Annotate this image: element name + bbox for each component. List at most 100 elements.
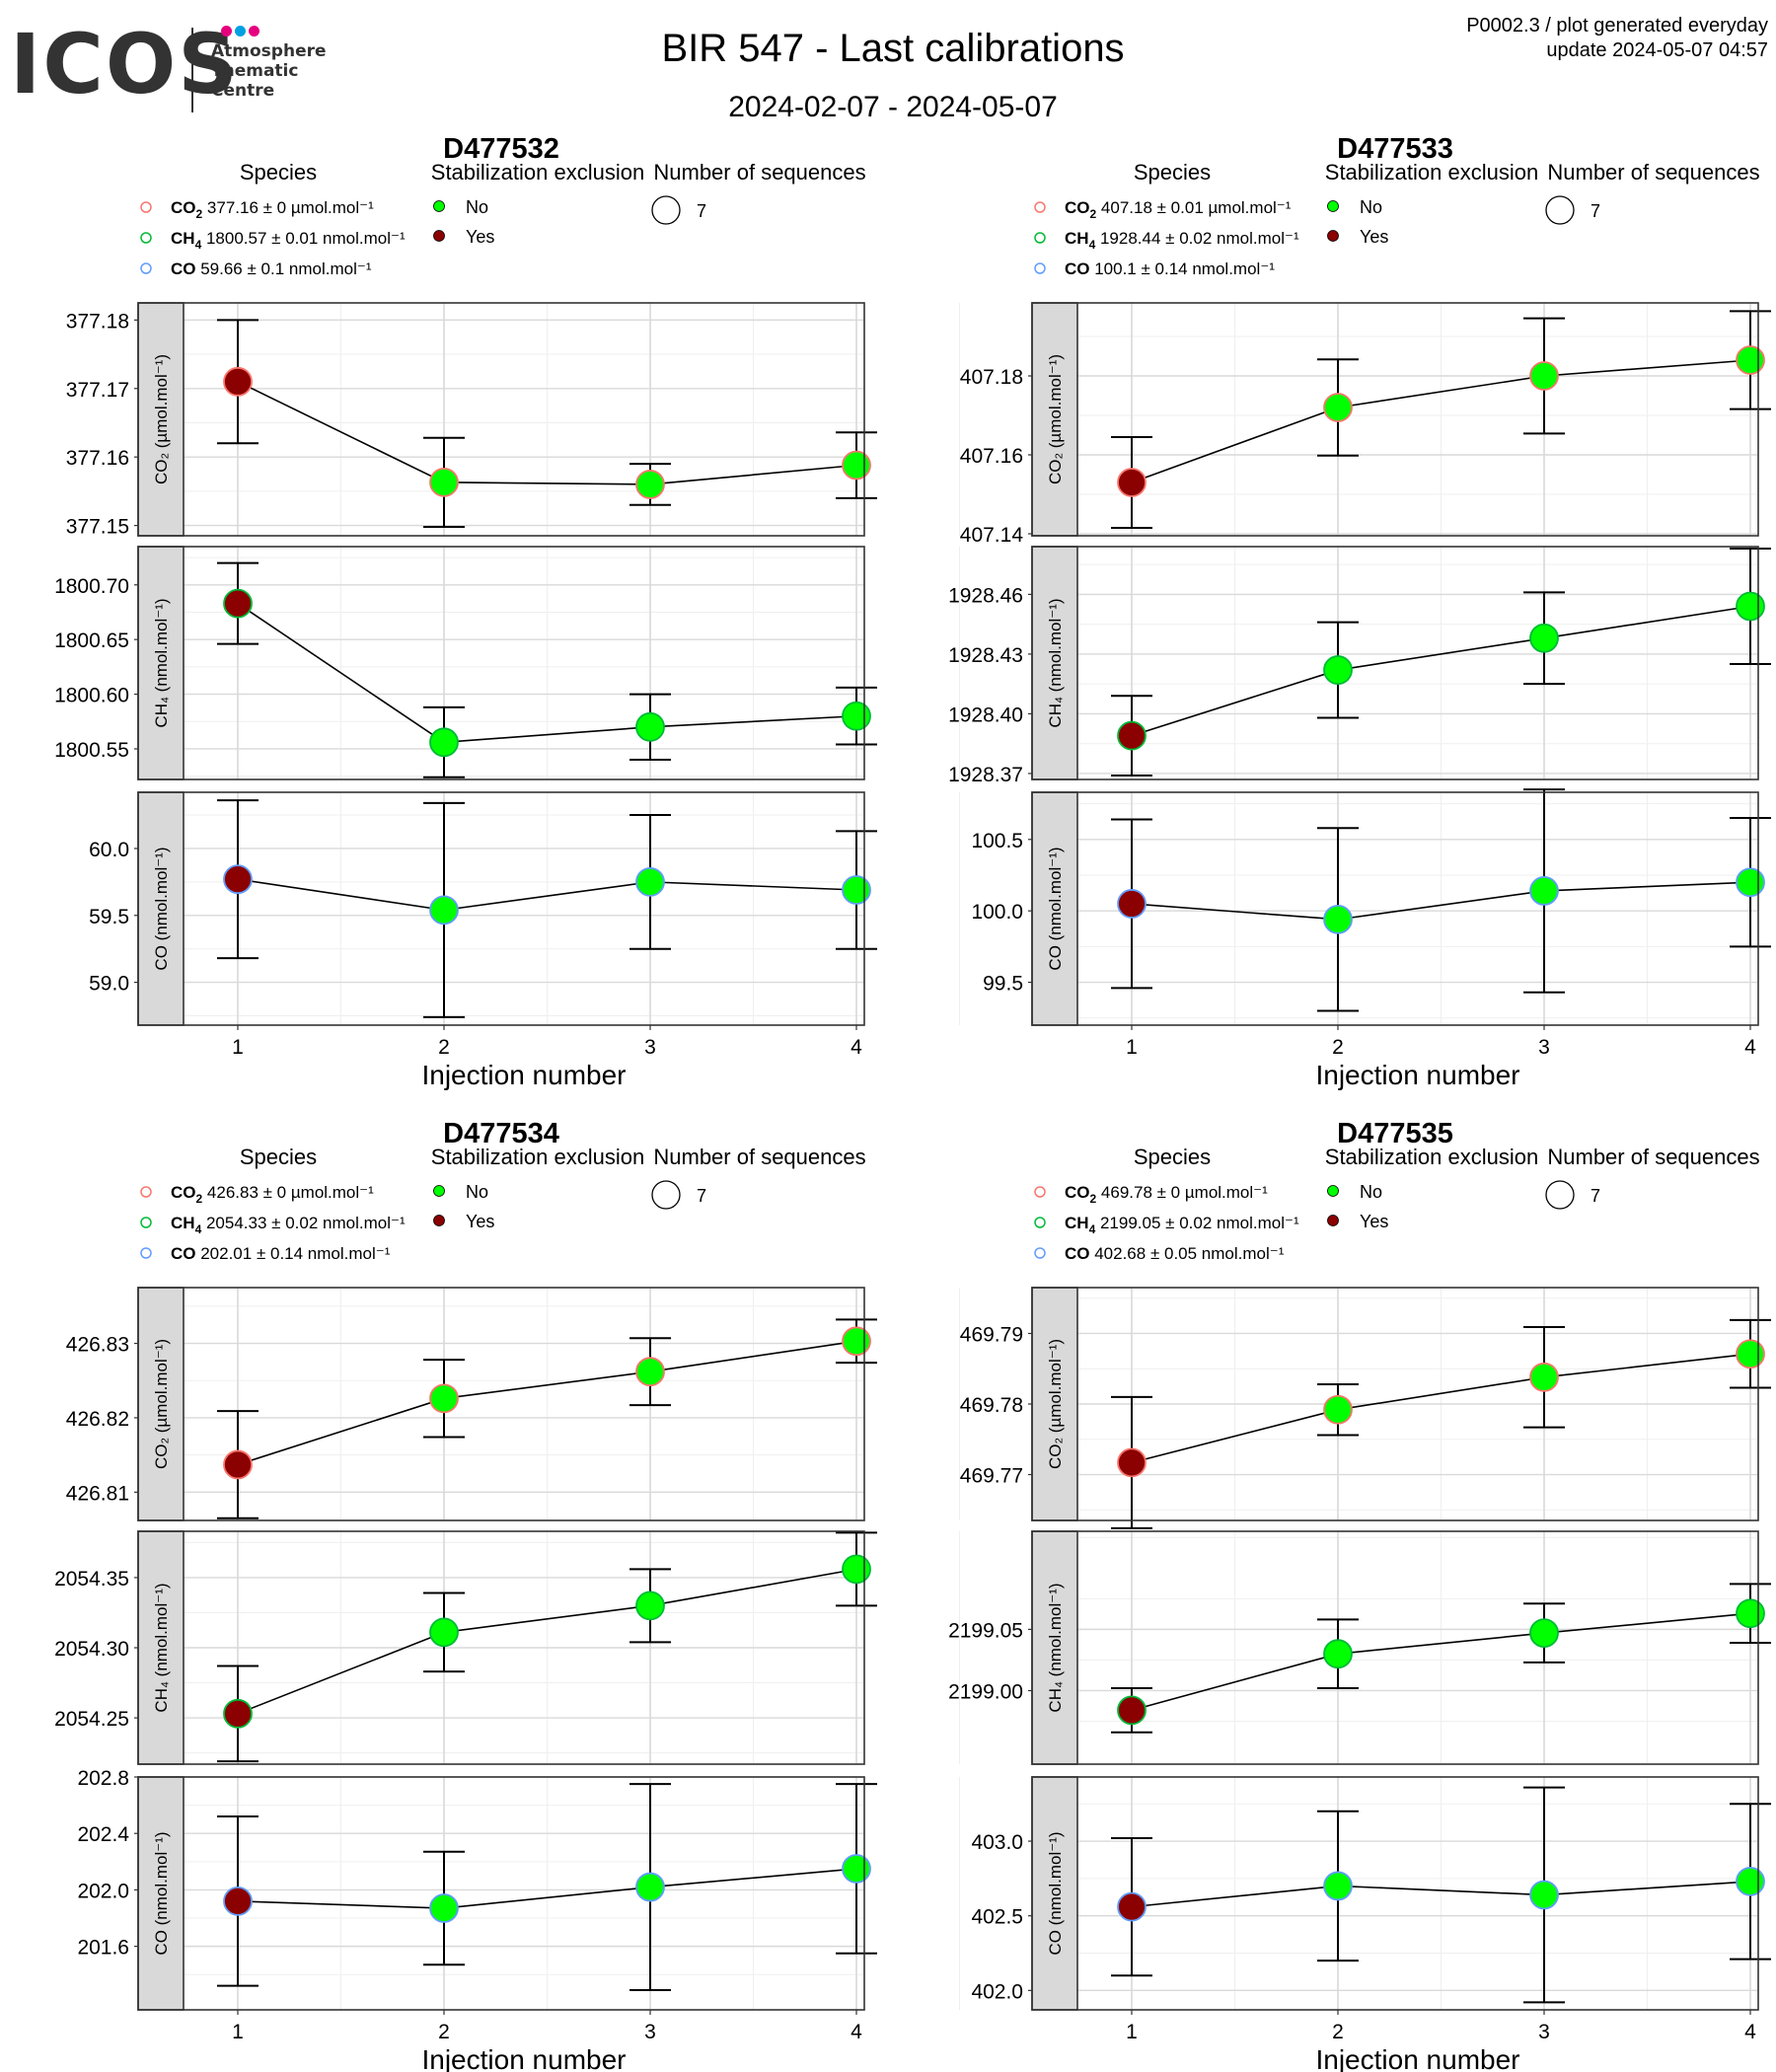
panel-background <box>1077 547 1758 779</box>
legend-label-no: No <box>1360 1182 1382 1202</box>
legend-label-sequences: 7 <box>1591 1186 1600 1206</box>
y-tick-label: 1800.55 <box>54 739 129 762</box>
panel-co: 99.5100.0100.5CO (nmol.mol⁻¹) <box>971 789 1776 1025</box>
x-tick-label: 3 <box>1538 1036 1550 1059</box>
legend-label-sequences: 7 <box>697 1186 706 1206</box>
legend-species-label: CO2 469.78 ± 0 µmol.mol⁻¹ <box>1065 1183 1268 1206</box>
legend-key-yes <box>1328 1216 1339 1226</box>
panel-background <box>1077 303 1758 536</box>
legend-label-yes: Yes <box>1360 227 1388 247</box>
legend-key-co <box>1035 1248 1045 1258</box>
data-point <box>1530 1364 1558 1391</box>
legend-key-sequences <box>1546 196 1574 224</box>
legend-label-yes: Yes <box>466 227 494 247</box>
legend-label-yes: Yes <box>1360 1212 1388 1231</box>
y-tick-label: 1928.46 <box>948 584 1023 607</box>
y-tick-label: 377.17 <box>66 379 129 402</box>
legend-key-ch4 <box>141 1218 151 1227</box>
x-tick-label: 4 <box>851 2021 862 2043</box>
y-tick-label: 469.77 <box>960 1465 1023 1488</box>
species-name: CH <box>171 229 195 248</box>
legend-species-label: CH4 2054.33 ± 0.02 nmol.mol⁻¹ <box>171 1214 406 1236</box>
y-tick-label: 377.18 <box>66 310 129 333</box>
legend-key-ch4 <box>1035 1218 1045 1227</box>
species-name: CH <box>1065 229 1089 248</box>
x-tick-label: 2 <box>1332 1036 1344 1059</box>
data-point <box>1324 656 1352 684</box>
data-point <box>224 1700 252 1728</box>
data-point <box>1737 346 1764 374</box>
y-tick-label: 426.82 <box>66 1408 129 1431</box>
data-point <box>1324 394 1352 421</box>
x-axis-label: Injection number <box>421 2044 626 2072</box>
y-tick-label: 1800.70 <box>54 575 129 598</box>
species-name: CO <box>171 1244 196 1263</box>
calibration-figure: ICOS Atmosphere Thematic Centre BIR 547 … <box>0 0 1776 2072</box>
y-tick-label: 403.0 <box>971 1831 1023 1854</box>
panel-co: 201.6202.0202.4202.8CO (nmol.mol⁻¹) <box>77 1767 959 2010</box>
legend-title-sequences: Number of sequences <box>653 1145 865 1169</box>
y-tick-label: 1928.43 <box>948 644 1023 667</box>
data-point <box>1118 722 1146 750</box>
data-point <box>1118 890 1146 918</box>
legend-species-label: CO 202.01 ± 0.14 nmol.mol⁻¹ <box>171 1244 391 1263</box>
data-point <box>1530 362 1558 390</box>
data-point <box>1118 1448 1146 1476</box>
x-axis-label: Injection number <box>1315 2044 1519 2072</box>
x-tick-label: 3 <box>644 2021 656 2043</box>
legend-title-species: Species <box>1134 1145 1211 1169</box>
legend-key-no <box>434 1186 445 1197</box>
data-point <box>430 1384 458 1412</box>
data-point <box>1324 1640 1352 1667</box>
y-axis-label: CO (nmol.mol⁻¹) <box>152 847 171 970</box>
species-value: 2054.33 ± 0.02 nmol.mol⁻¹ <box>201 1214 406 1232</box>
data-point <box>224 1887 252 1915</box>
species-value: 100.1 ± 0.14 nmol.mol⁻¹ <box>1090 259 1276 278</box>
legend-label-sequences: 7 <box>697 201 706 221</box>
data-point <box>1737 1340 1764 1368</box>
figure-title: BIR 547 - Last calibrations <box>661 27 1124 70</box>
species-value: 377.16 ± 0 µmol.mol⁻¹ <box>202 198 374 217</box>
y-axis-label: CH₄ (nmol.mol⁻¹) <box>1046 1583 1065 1712</box>
legend-title-sequences: Number of sequences <box>1547 160 1759 185</box>
data-point <box>636 868 664 896</box>
y-tick-label: 201.6 <box>77 1937 129 1960</box>
data-point <box>843 1327 870 1355</box>
data-point <box>1737 593 1764 621</box>
x-tick-label: 2 <box>1332 2021 1344 2043</box>
legend-title-species: Species <box>1134 160 1211 185</box>
y-tick-label: 100.5 <box>971 830 1023 852</box>
y-tick-label: 377.15 <box>66 516 129 539</box>
y-tick-label: 1800.60 <box>54 685 129 707</box>
panel-co2: 469.77469.78469.79CO₂ (µmol.mol⁻¹) <box>960 1288 1776 1528</box>
panel-ch4: 1928.371928.401928.431928.46CH₄ (nmol.mo… <box>948 547 1776 786</box>
y-tick-label: 407.14 <box>960 524 1024 547</box>
panel-background <box>184 1288 864 1520</box>
x-tick-label: 1 <box>232 1036 244 1059</box>
data-point <box>636 1874 664 1901</box>
panel-co2: 377.15377.16377.17377.18CO₂ (µmol.mol⁻¹) <box>66 303 960 539</box>
species-value: 1928.44 ± 0.02 nmol.mol⁻¹ <box>1095 229 1299 248</box>
legend-key-co2 <box>141 1187 151 1197</box>
data-point <box>636 471 664 498</box>
y-tick-label: 1800.65 <box>54 629 129 652</box>
legend-title-stabilization: Stabilization exclusion <box>1325 160 1538 185</box>
species-name: CO <box>1065 198 1090 217</box>
x-tick-label: 4 <box>851 1036 862 1059</box>
species-name: CO <box>171 198 196 217</box>
legend-species-label: CO 100.1 ± 0.14 nmol.mol⁻¹ <box>1065 259 1275 278</box>
legend-key-ch4 <box>1035 233 1045 243</box>
y-tick-label: 1928.40 <box>948 703 1023 726</box>
y-tick-label: 1928.37 <box>948 764 1023 786</box>
panel-co: 59.059.560.0 CO (nmol.mol⁻¹) <box>89 792 959 1025</box>
x-tick-label: 1 <box>1126 1036 1138 1059</box>
data-point <box>1324 906 1352 933</box>
legend-key-sequences <box>652 1181 680 1209</box>
chart-D477534: D477534Species Stabilization exclusion Num… <box>54 1118 959 2072</box>
x-tick-label: 1 <box>1126 2021 1138 2043</box>
species-value: 402.68 ± 0.05 nmol.mol⁻¹ <box>1090 1244 1285 1263</box>
species-name: CO <box>171 259 196 278</box>
species-value: 2199.05 ± 0.02 nmol.mol⁻¹ <box>1095 1214 1299 1232</box>
y-tick-label: 2054.30 <box>54 1638 129 1661</box>
x-tick-label: 4 <box>1744 1036 1756 1059</box>
